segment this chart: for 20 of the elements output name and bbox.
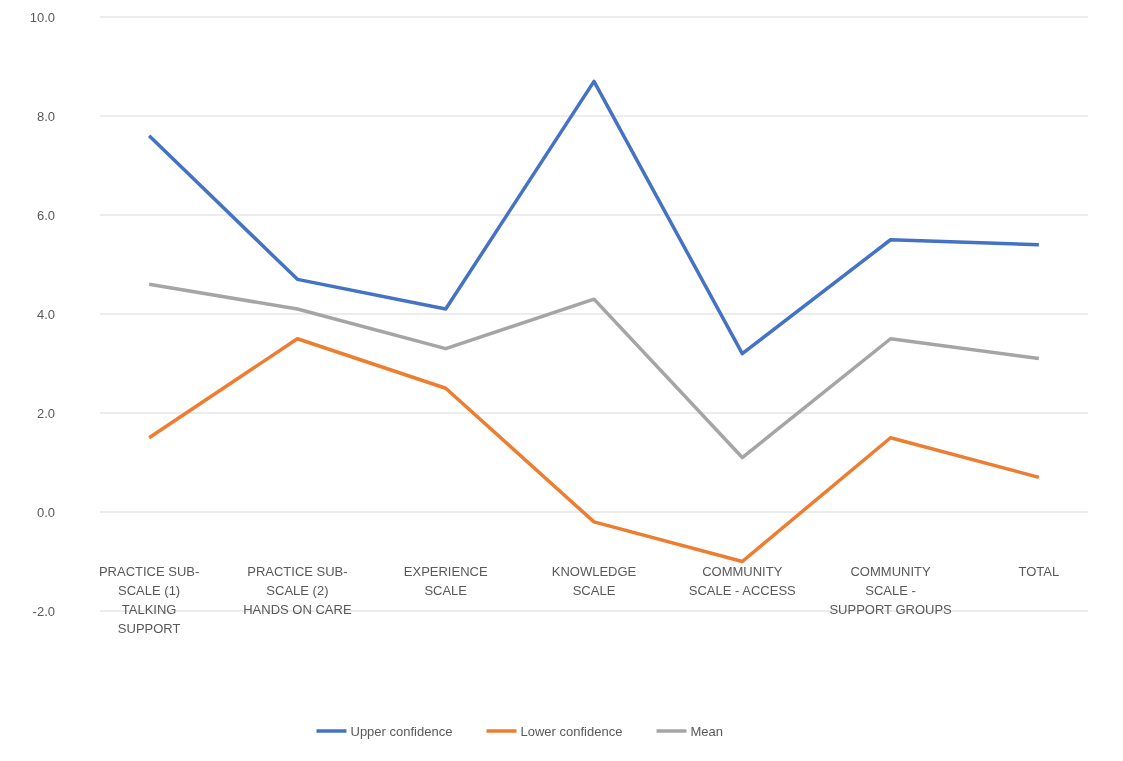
x-tick-label: COMMUNITY SCALE - ACCESS <box>688 563 797 598</box>
x-tick-label: COMMUNITY SCALE - SUPPORT GROUPS <box>829 563 953 617</box>
legend-label: Lower confidence <box>520 723 623 739</box>
line-series <box>147 337 1041 564</box>
y-tick-label: 4.0 <box>36 306 55 322</box>
line-series <box>147 282 1041 460</box>
line-series <box>147 79 1041 356</box>
y-tick-label: 8.0 <box>36 108 55 124</box>
y-tick-label: -2.0 <box>32 603 55 619</box>
y-tick-label: 2.0 <box>36 405 55 421</box>
legend-label: Upper confidence <box>350 723 453 739</box>
y-tick-label: 10.0 <box>29 9 55 25</box>
x-tick-label: PRACTICE SUB-SCALE (1) TALKING SUPPORT <box>98 563 200 636</box>
x-tick-label: EXPERIENCE SCALE <box>403 563 488 598</box>
y-tick-label: 6.0 <box>36 207 55 223</box>
legend-label: Mean <box>690 723 724 739</box>
x-tick-label: KNOWLEDGE SCALE <box>551 563 637 598</box>
x-tick-label: TOTAL <box>1018 563 1060 579</box>
y-tick-label: 0.0 <box>36 504 55 520</box>
x-tick-label: PRACTICE SUB-SCALE (2) HANDS ON CARE <box>243 563 352 617</box>
